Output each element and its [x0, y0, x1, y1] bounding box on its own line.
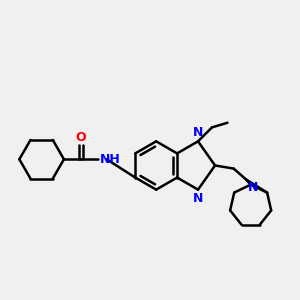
- Text: N: N: [248, 181, 258, 194]
- Text: N: N: [193, 126, 203, 139]
- Text: NH: NH: [100, 153, 120, 166]
- Text: O: O: [76, 131, 86, 144]
- Text: N: N: [193, 192, 203, 205]
